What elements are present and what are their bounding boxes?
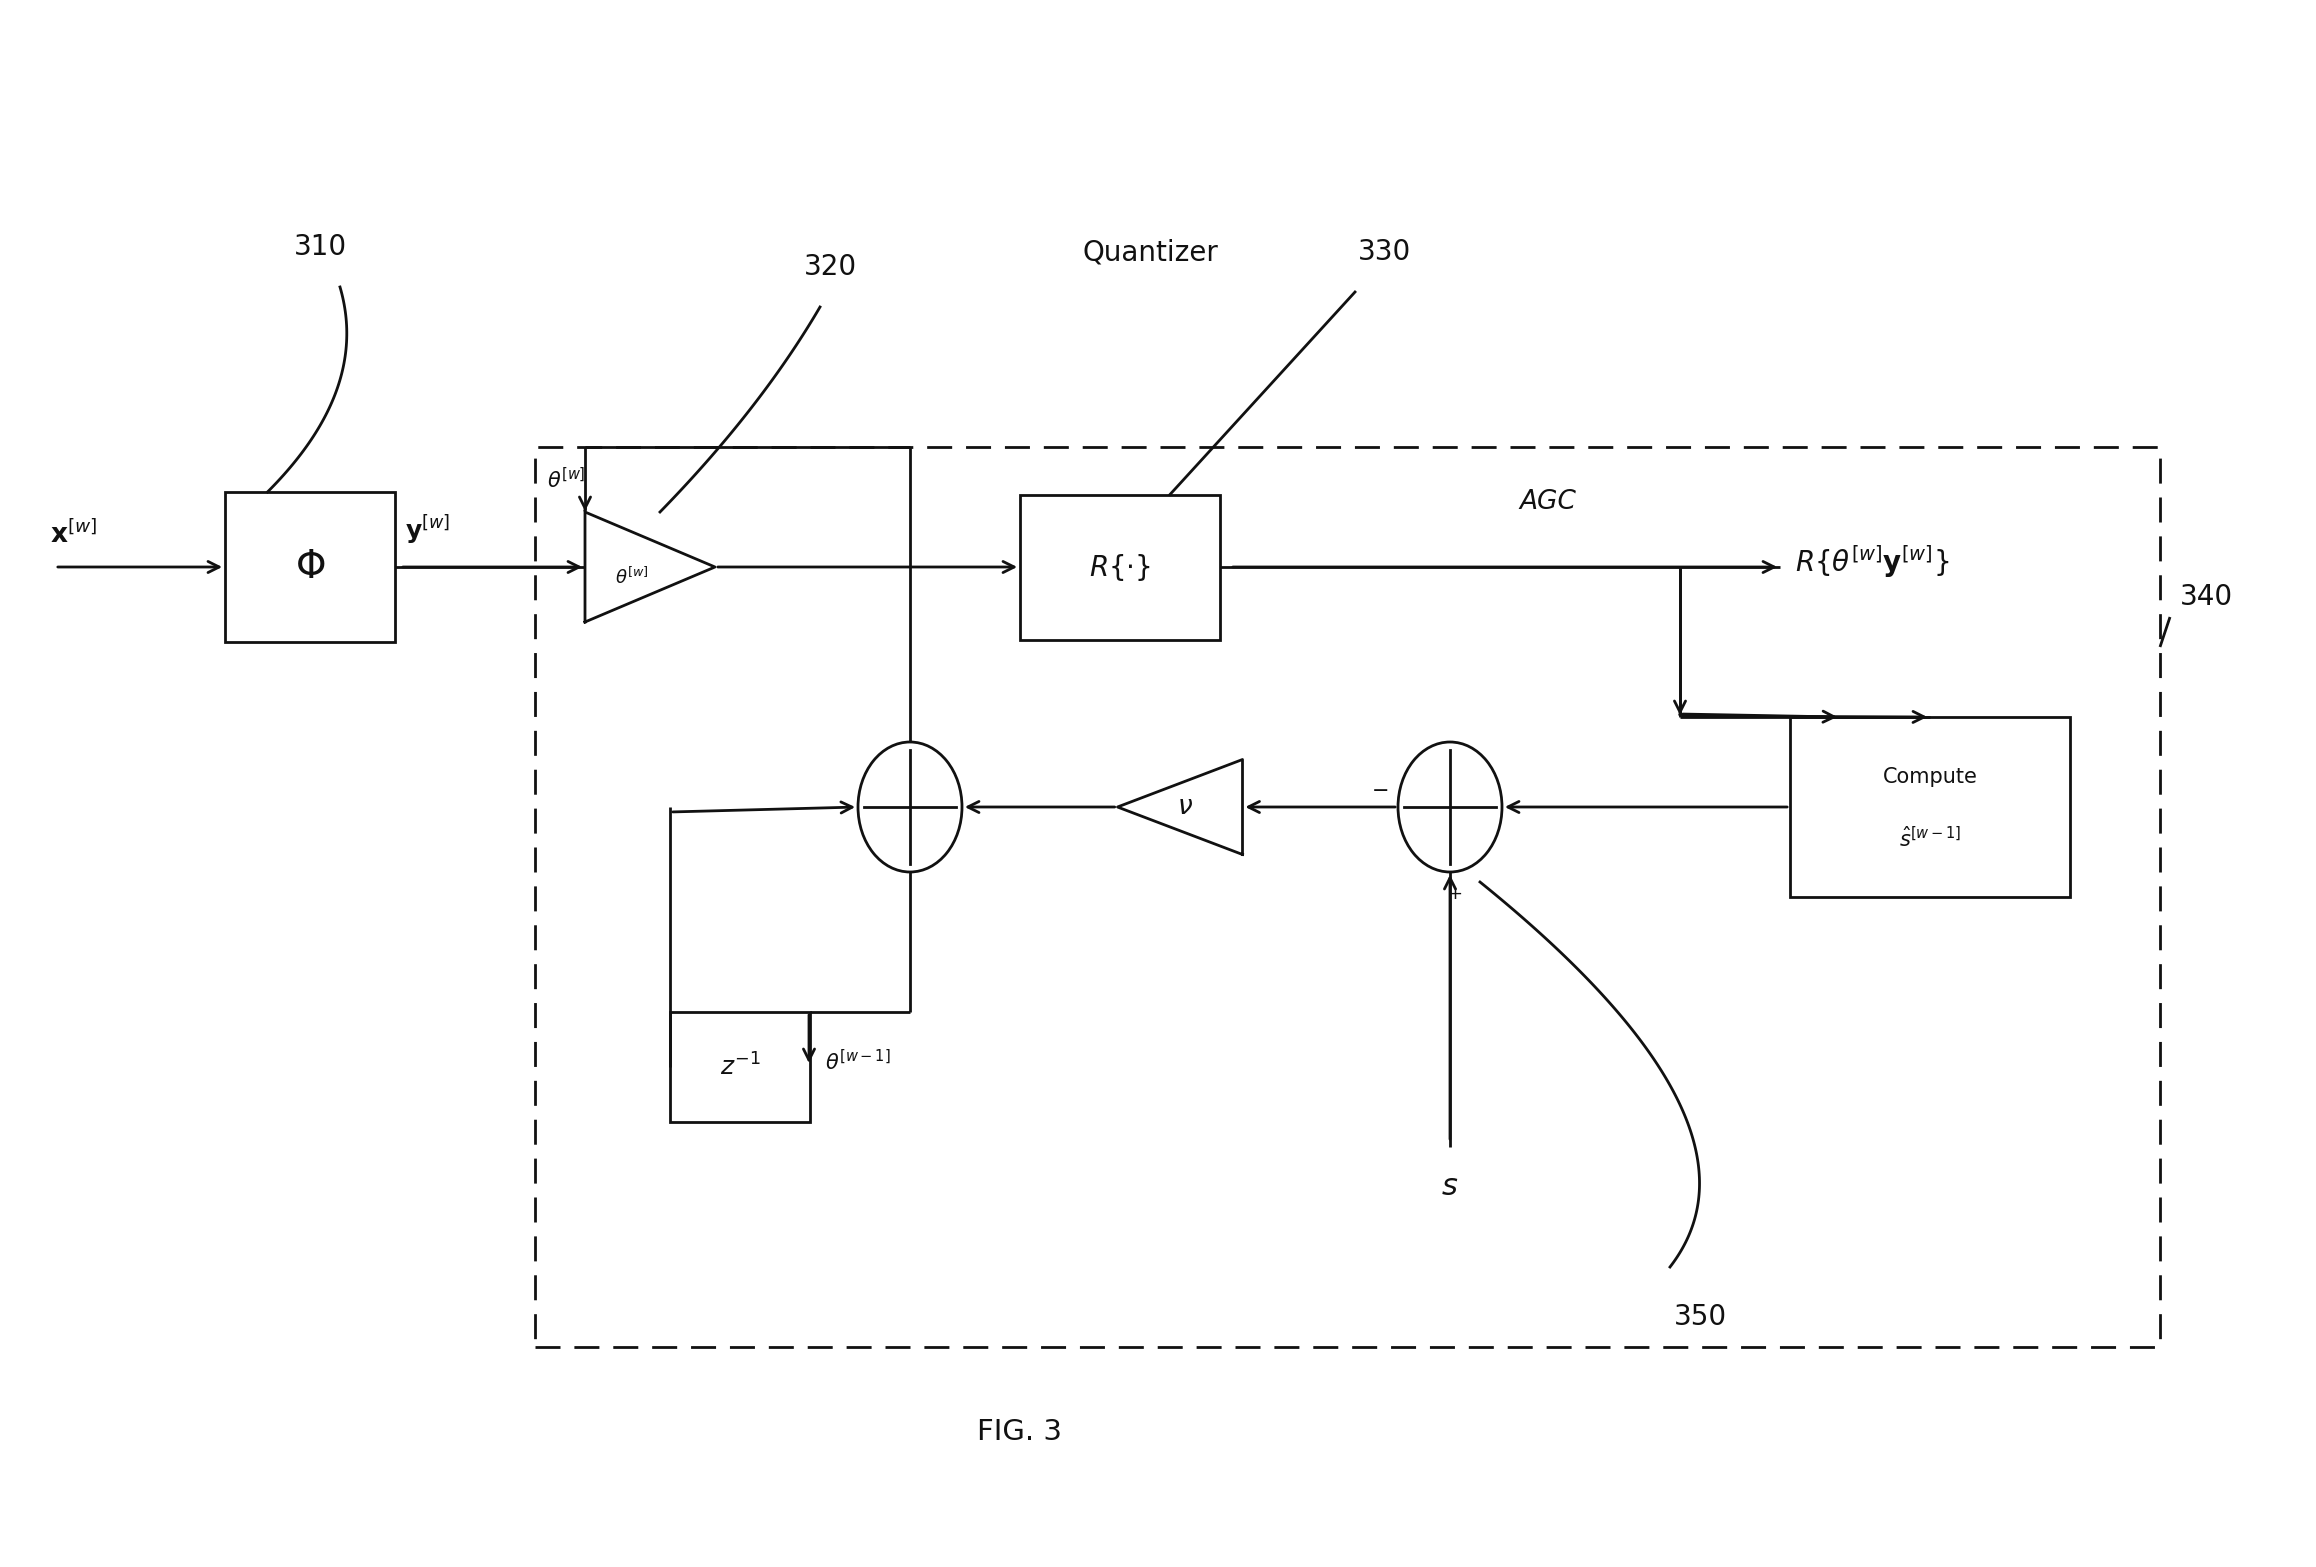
Text: 330: 330 (1359, 238, 1413, 266)
Ellipse shape (857, 743, 961, 871)
Ellipse shape (1399, 743, 1503, 871)
Text: $\mathbf{y}^{[w]}$: $\mathbf{y}^{[w]}$ (405, 514, 449, 547)
Text: $\hat{s}^{[w-1]}$: $\hat{s}^{[w-1]}$ (1899, 826, 1962, 851)
Text: $\nu$: $\nu$ (1177, 794, 1193, 820)
FancyBboxPatch shape (1790, 718, 2071, 896)
Text: AGC: AGC (1519, 489, 1575, 516)
Text: $R\{\cdot\}$: $R\{\cdot\}$ (1089, 552, 1151, 583)
Text: $z^{-1}$: $z^{-1}$ (720, 1053, 760, 1081)
Text: $-$: $-$ (1371, 779, 1390, 799)
Text: Compute: Compute (1883, 766, 1978, 787)
Polygon shape (1119, 760, 1241, 854)
Polygon shape (586, 512, 716, 622)
Text: $\mathbf{x}^{[w]}$: $\mathbf{x}^{[w]}$ (51, 520, 97, 548)
Text: $s$: $s$ (1441, 1172, 1459, 1200)
Text: FIG. 3: FIG. 3 (977, 1418, 1063, 1446)
Text: 350: 350 (1674, 1304, 1725, 1330)
FancyBboxPatch shape (225, 492, 396, 642)
Text: $R\{\theta^{[w]}\mathbf{y}^{[w]}\}$: $R\{\theta^{[w]}\mathbf{y}^{[w]}\}$ (1795, 544, 1950, 580)
Text: 310: 310 (294, 233, 347, 262)
FancyBboxPatch shape (535, 447, 2161, 1348)
Text: $\Phi$: $\Phi$ (294, 548, 324, 586)
Text: 340: 340 (2179, 583, 2233, 611)
FancyBboxPatch shape (1019, 495, 1221, 639)
Text: 320: 320 (804, 252, 857, 280)
Text: $\theta^{[w]}$: $\theta^{[w]}$ (616, 566, 648, 588)
Text: $+$: $+$ (1448, 885, 1464, 903)
Text: $\theta^{[w-1]}$: $\theta^{[w-1]}$ (824, 1050, 892, 1075)
Text: Quantizer: Quantizer (1082, 238, 1218, 266)
Text: $\theta^{[w]}$: $\theta^{[w]}$ (547, 467, 586, 492)
FancyBboxPatch shape (669, 1012, 811, 1122)
